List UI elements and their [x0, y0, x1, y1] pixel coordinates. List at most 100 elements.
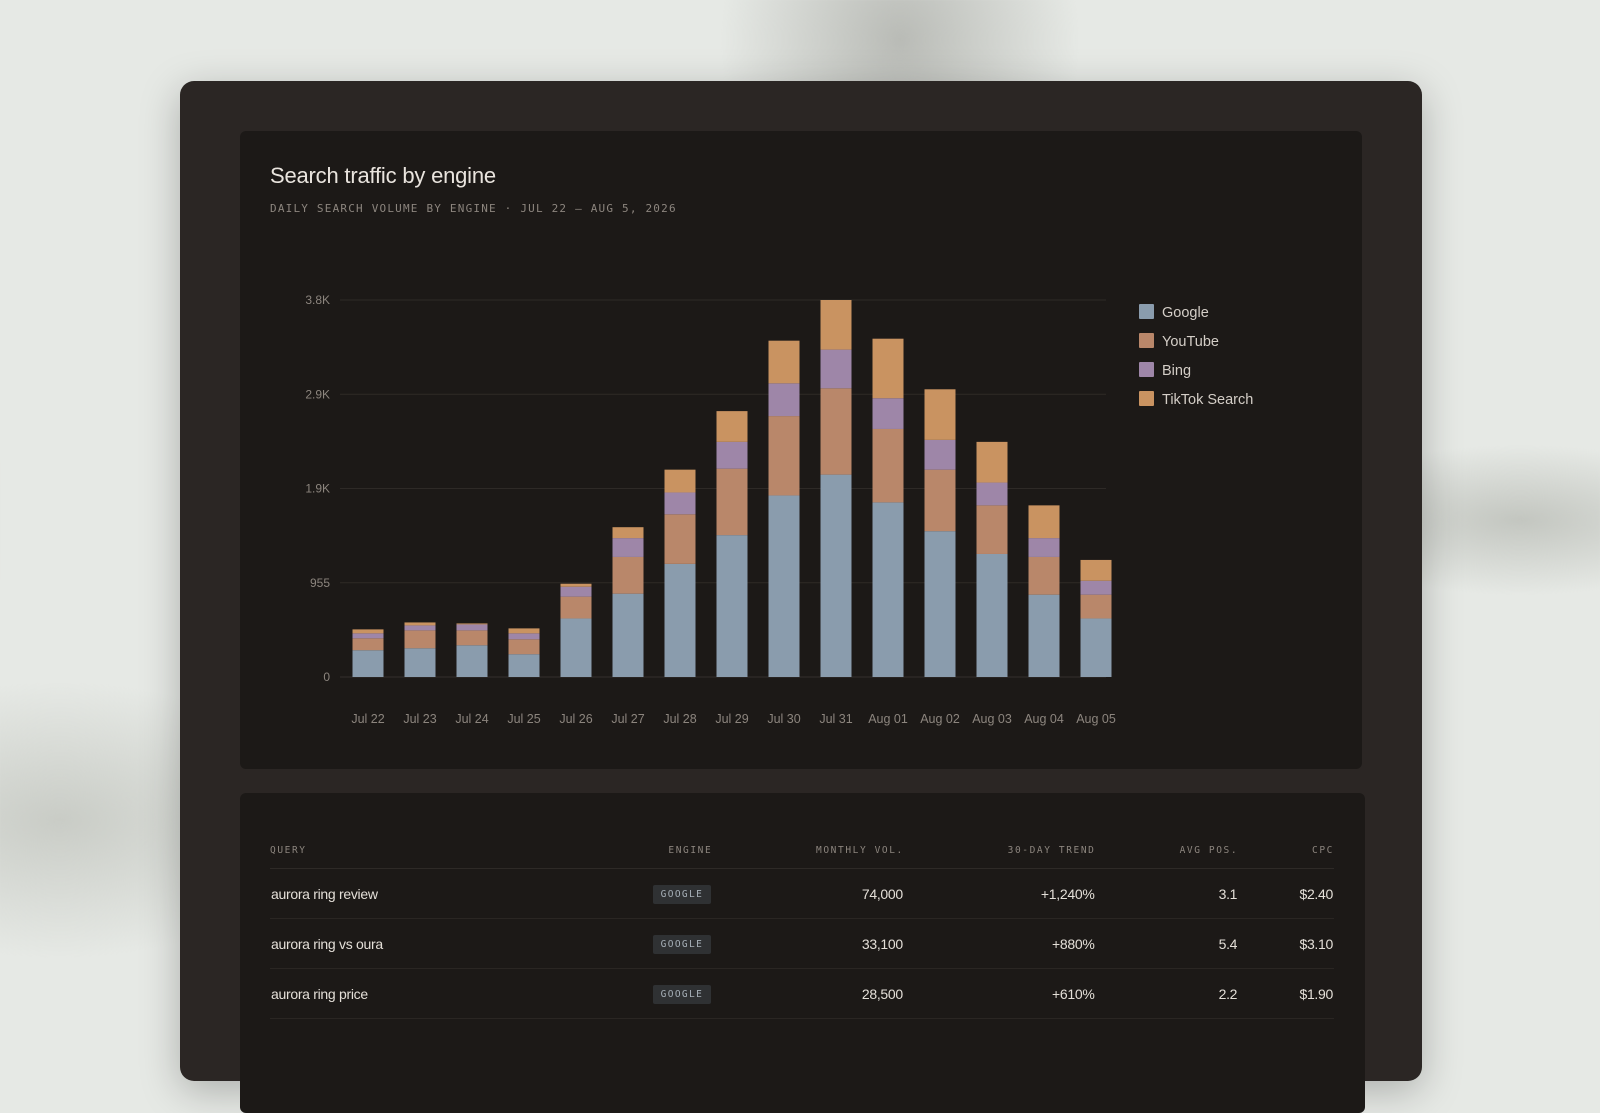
bar-segment-youtube[interactable] [508, 639, 540, 655]
legend-swatch [1139, 304, 1154, 319]
bar-segment-tiktok-search[interactable] [872, 338, 904, 399]
bar-segment-youtube[interactable] [1028, 556, 1060, 595]
bar-segment-youtube[interactable] [352, 638, 384, 651]
col-header-monthly-vol[interactable]: MONTHLY VOL. [712, 845, 904, 869]
bar-segment-bing[interactable] [924, 439, 956, 470]
x-tick-label: Jul 28 [663, 712, 696, 726]
bar-segment-bing[interactable] [664, 492, 696, 515]
bar-segment-bing[interactable] [716, 441, 748, 469]
app-window: Search traffic by engine DAILY SEARCH VO… [180, 81, 1422, 1113]
legend-label[interactable]: TikTok Search [1162, 392, 1253, 408]
bar-segment-tiktok-search[interactable] [352, 629, 384, 634]
bar-segment-google[interactable] [560, 618, 592, 677]
bar-segment-youtube[interactable] [716, 468, 748, 536]
bar-stack[interactable] [820, 300, 852, 677]
bar-segment-youtube[interactable] [664, 514, 696, 564]
bar-segment-google[interactable] [508, 654, 540, 677]
col-header-query[interactable]: QUERY [270, 845, 576, 869]
bar-segment-tiktok-search[interactable] [612, 527, 644, 539]
col-header-trend[interactable]: 30-DAY TREND [903, 845, 1096, 869]
x-tick-label: Aug 02 [920, 712, 960, 726]
bar-segment-youtube[interactable] [1080, 594, 1112, 619]
bar-segment-youtube[interactable] [612, 556, 644, 594]
bar-stack[interactable] [716, 411, 748, 677]
bar-segment-bing[interactable] [560, 586, 592, 597]
bar-stack[interactable] [768, 340, 800, 677]
bar-segment-google[interactable] [924, 531, 956, 677]
bar-segment-tiktok-search[interactable] [560, 583, 592, 587]
table-row[interactable]: aurora ring vs oura GOOGLE 33,100 +880% … [270, 918, 1334, 969]
bar-stack[interactable] [404, 622, 436, 677]
bar-segment-tiktok-search[interactable] [924, 389, 956, 440]
bar-stack[interactable] [612, 527, 644, 677]
bar-segment-bing[interactable] [404, 625, 436, 631]
bar-segment-google[interactable] [456, 645, 488, 677]
bar-segment-bing[interactable] [1080, 580, 1112, 595]
table-row[interactable]: aurora ring review GOOGLE 74,000 +1,240%… [270, 868, 1334, 919]
bar-segment-tiktok-search[interactable] [456, 623, 488, 625]
bar-segment-youtube[interactable] [456, 630, 488, 646]
bar-stack[interactable] [1028, 505, 1060, 677]
x-tick-label: Aug 03 [972, 712, 1012, 726]
bar-segment-tiktok-search[interactable] [1080, 559, 1112, 581]
bar-segment-bing[interactable] [612, 538, 644, 557]
bar-segment-bing[interactable] [872, 398, 904, 429]
bar-segment-youtube[interactable] [976, 505, 1008, 554]
bar-segment-youtube[interactable] [820, 388, 852, 475]
bar-stack[interactable] [508, 628, 540, 677]
bar-segment-google[interactable] [404, 648, 436, 677]
bar-segment-google[interactable] [612, 593, 644, 677]
bar-stack[interactable] [976, 441, 1008, 677]
bar-segment-google[interactable] [820, 474, 852, 677]
bar-stack[interactable] [352, 629, 384, 677]
bar-stack[interactable] [664, 469, 696, 677]
table-row[interactable]: aurora ring price GOOGLE 28,500 +610% 2.… [270, 968, 1334, 1019]
col-header-cpc[interactable]: CPC [1238, 845, 1334, 869]
col-header-engine[interactable]: ENGINE [575, 845, 713, 869]
bar-segment-google[interactable] [976, 553, 1008, 677]
bar-stack[interactable] [560, 583, 592, 677]
bar-segment-google[interactable] [352, 650, 384, 677]
bar-segment-bing[interactable] [352, 633, 384, 639]
bar-segment-bing[interactable] [1028, 538, 1060, 557]
bar-segment-tiktok-search[interactable] [404, 622, 436, 626]
bar-segment-bing[interactable] [820, 349, 852, 389]
bar-segment-google[interactable] [768, 495, 800, 677]
bar-segment-tiktok-search[interactable] [976, 441, 1008, 483]
bar-segment-bing[interactable] [976, 482, 1008, 506]
bar-stack[interactable] [924, 389, 956, 677]
bar-segment-tiktok-search[interactable] [716, 411, 748, 442]
bar-stack[interactable] [872, 338, 904, 677]
bar-segment-youtube[interactable] [924, 469, 956, 532]
bar-segment-google[interactable] [664, 563, 696, 677]
legend-label[interactable]: Bing [1162, 363, 1191, 379]
legend-swatch [1139, 333, 1154, 348]
col-header-avg-pos[interactable]: AVG POS. [1095, 845, 1239, 869]
x-tick-label: Aug 01 [868, 712, 908, 726]
bar-segment-google[interactable] [872, 502, 904, 677]
bar-segment-google[interactable] [716, 535, 748, 677]
bar-segment-youtube[interactable] [560, 596, 592, 619]
bar-segment-youtube[interactable] [768, 416, 800, 496]
legend-label[interactable]: YouTube [1162, 334, 1219, 350]
bar-segment-bing[interactable] [456, 624, 488, 631]
bar-segment-tiktok-search[interactable] [664, 469, 696, 493]
bar-segment-youtube[interactable] [872, 428, 904, 503]
bar-segment-bing[interactable] [768, 383, 800, 417]
bar-stack[interactable] [1080, 559, 1112, 677]
bar-segment-tiktok-search[interactable] [820, 300, 852, 350]
y-tick-label: 1.9K [305, 482, 330, 496]
bar-segment-youtube[interactable] [404, 630, 436, 649]
engine-badge: GOOGLE [652, 984, 712, 1004]
legend-label[interactable]: Google [1162, 305, 1209, 321]
bar-segment-google[interactable] [1028, 594, 1060, 677]
bar-segment-tiktok-search[interactable] [768, 340, 800, 384]
bar-segment-bing[interactable] [508, 633, 540, 640]
bar-stack[interactable] [456, 623, 488, 677]
x-tick-label: Aug 04 [1024, 712, 1064, 726]
bar-segment-tiktok-search[interactable] [1028, 505, 1060, 539]
legend-swatch [1139, 362, 1154, 377]
bar-segment-google[interactable] [1080, 618, 1112, 677]
bar-segment-tiktok-search[interactable] [508, 628, 540, 634]
queries-table-card: QUERY ENGINE MONTHLY VOL. 30-DAY TREND A… [240, 793, 1365, 1113]
